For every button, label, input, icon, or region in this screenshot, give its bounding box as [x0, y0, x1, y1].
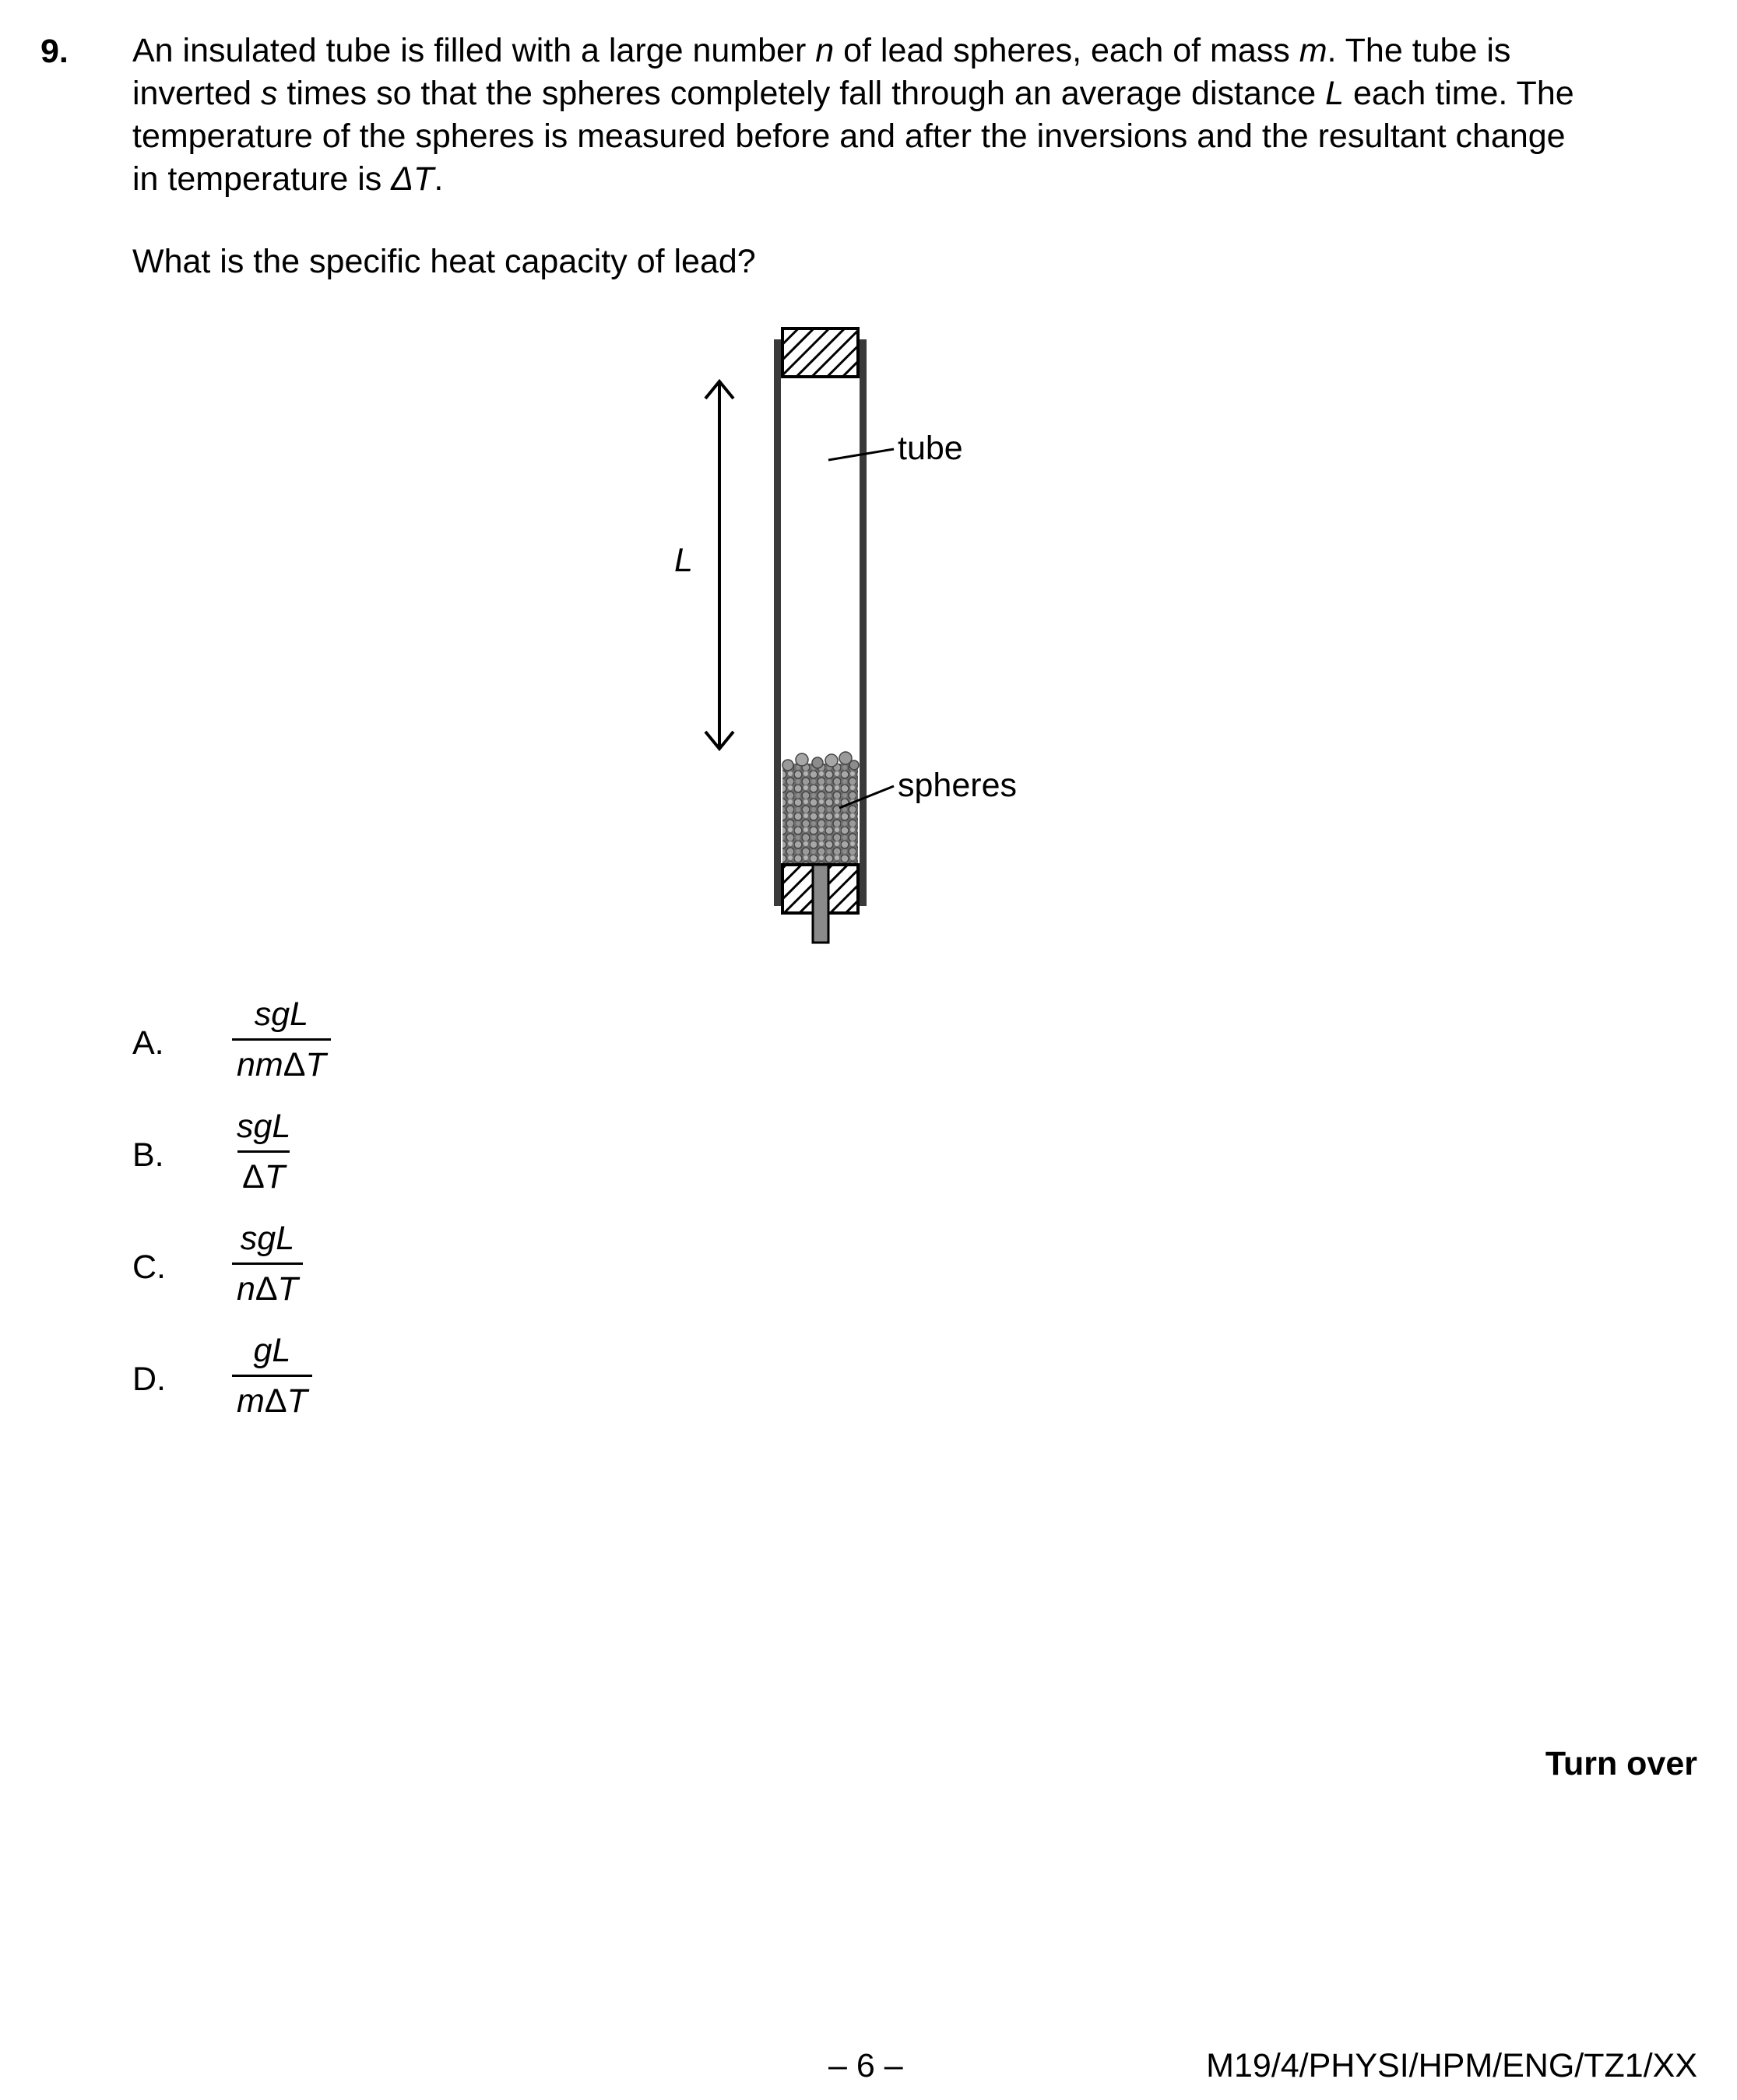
option-c-denominator: nΔT — [232, 1262, 303, 1308]
option-d-denominator: mΔT — [232, 1375, 312, 1420]
var-L: L — [1325, 75, 1345, 112]
option-c-letter: C. — [132, 1248, 166, 1286]
option-c-numerator: sgL — [240, 1220, 295, 1257]
option-c-fraction: sgL nΔT — [232, 1219, 303, 1308]
option-a-fraction: sgL nmΔT — [232, 995, 331, 1084]
question-number: 9. — [40, 33, 69, 70]
stem-line-2: inverted s times so that the spheres com… — [132, 75, 1574, 112]
page-number: – 6 – — [828, 2047, 903, 2084]
turn-over-note: Turn over — [1545, 1745, 1697, 1782]
option-d-numerator: gL — [253, 1332, 291, 1369]
stem-line-1: An insulated tube is filled with a large… — [132, 32, 1511, 69]
option-a-letter: A. — [132, 1024, 164, 1062]
question-prompt: What is the specific heat capacity of le… — [132, 243, 756, 280]
option-d-fraction: gL mΔT — [232, 1331, 312, 1420]
option-d-letter: D. — [132, 1361, 166, 1398]
option-a-denominator: nmΔT — [232, 1038, 331, 1084]
var-delta-T: ΔT — [391, 160, 434, 198]
tube-left-wall — [774, 339, 781, 906]
stem-line-4: in temperature is ΔT. — [132, 160, 444, 198]
length-arrow — [704, 378, 735, 752]
option-a-numerator: sgL — [254, 996, 309, 1033]
option-b-fraction: sgL ΔT — [232, 1107, 295, 1196]
option-b-numerator: sgL — [237, 1108, 291, 1145]
var-s: s — [260, 75, 278, 112]
stem-line-3: temperature of the spheres is measured b… — [132, 118, 1566, 155]
option-b-denominator: ΔT — [237, 1150, 290, 1196]
bottom-stopper — [781, 863, 860, 944]
top-stopper — [781, 327, 860, 378]
tube-right-wall — [860, 339, 867, 906]
length-label: L — [674, 542, 693, 579]
spheres-leader-line — [839, 785, 895, 809]
var-m: m — [1299, 32, 1327, 69]
lead-spheres — [782, 751, 860, 865]
option-b-letter: B. — [132, 1136, 164, 1174]
question-stem: An insulated tube is filled with a large… — [132, 30, 1682, 201]
document-code: M19/4/PHYSI/HPM/ENG/TZ1/XX — [1206, 2047, 1697, 2084]
tube-leader-line — [828, 448, 895, 462]
spheres-label: spheres — [898, 767, 1017, 804]
tube-label: tube — [898, 430, 963, 467]
var-n: n — [815, 32, 835, 69]
